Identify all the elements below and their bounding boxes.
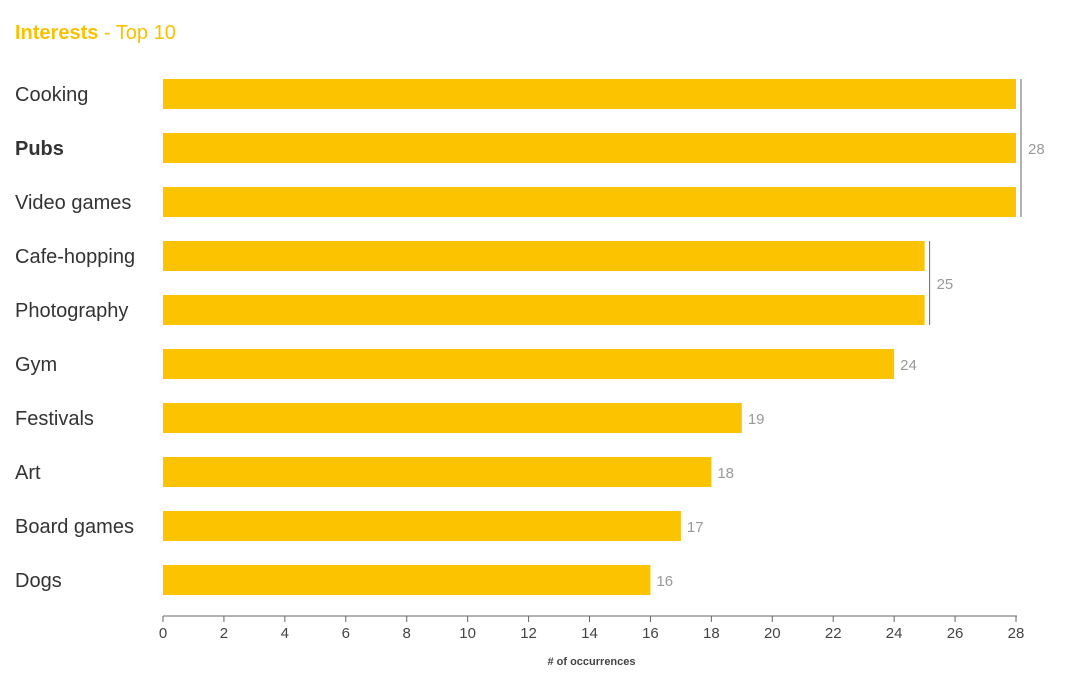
x-tick-label-24: 24 <box>886 625 903 642</box>
category-label-art: Art <box>15 462 41 484</box>
value-label-25: 25 <box>937 276 954 293</box>
value-label-16: 16 <box>656 573 673 590</box>
x-tick-label-26: 26 <box>947 625 964 642</box>
category-label-cafe-hopping: Cafe-hopping <box>15 246 135 268</box>
value-label-28: 28 <box>1028 141 1045 158</box>
x-tick-label-2: 2 <box>220 625 228 642</box>
chart-title-separator: - <box>98 22 116 44</box>
chart-title-sub: Top 10 <box>115 22 176 44</box>
chart-title: Interests - Top 10 <box>15 20 176 46</box>
category-label-gym: Gym <box>15 354 57 376</box>
x-tick-label-10: 10 <box>459 625 476 642</box>
value-label-24: 24 <box>900 357 917 374</box>
x-tick-label-14: 14 <box>581 625 598 642</box>
x-tick-label-4: 4 <box>281 625 289 642</box>
x-tick-label-12: 12 <box>520 625 537 642</box>
x-tick-label-0: 0 <box>159 625 167 642</box>
bar-pubs <box>163 133 1016 163</box>
x-tick-label-16: 16 <box>642 625 659 642</box>
x-tick-label-18: 18 <box>703 625 720 642</box>
x-tick-label-20: 20 <box>764 625 781 642</box>
bar-cooking <box>163 79 1016 109</box>
bar-video-games <box>163 187 1016 217</box>
category-label-photography: Photography <box>15 300 128 322</box>
category-label-cooking: Cooking <box>15 84 88 106</box>
category-label-festivals: Festivals <box>15 408 94 430</box>
bar-photography <box>163 295 925 325</box>
value-label-19: 19 <box>748 411 765 428</box>
x-tick-label-22: 22 <box>825 625 842 642</box>
bar-cafe-hopping <box>163 241 925 271</box>
x-axis-title: # of occurrences <box>547 656 635 668</box>
category-label-dogs: Dogs <box>15 570 62 592</box>
x-tick-label-8: 8 <box>403 625 411 642</box>
category-label-pubs: Pubs <box>15 138 64 160</box>
chart-title-main: Interests <box>15 22 99 44</box>
bar-art <box>163 457 712 487</box>
value-label-18: 18 <box>717 465 734 482</box>
bar-gym <box>163 349 895 379</box>
value-label-17: 17 <box>687 519 704 536</box>
x-tick-label-28: 28 <box>1008 625 1025 642</box>
bar-festivals <box>163 403 742 433</box>
bar-board-games <box>163 511 681 541</box>
bar-dogs <box>163 565 651 595</box>
x-tick-label-6: 6 <box>342 625 350 642</box>
category-label-board-games: Board games <box>15 516 134 538</box>
category-label-video-games: Video games <box>15 192 131 214</box>
